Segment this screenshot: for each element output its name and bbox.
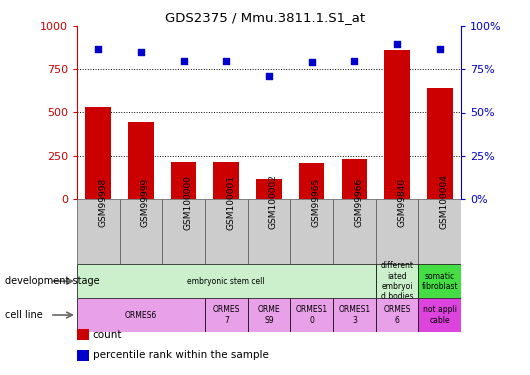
- Bar: [248, 298, 290, 332]
- Text: ORME
S9: ORME S9: [258, 305, 280, 325]
- Text: embryonic stem cell: embryonic stem cell: [188, 277, 265, 286]
- Point: [350, 58, 359, 64]
- Bar: [290, 298, 333, 332]
- Bar: [418, 264, 461, 298]
- Point: [307, 60, 316, 66]
- Text: development stage: development stage: [5, 276, 100, 286]
- Bar: [341, 159, 367, 199]
- Text: ORMES
7: ORMES 7: [213, 305, 240, 325]
- Text: GSM99999: GSM99999: [141, 177, 150, 226]
- Text: ORMES
6: ORMES 6: [383, 305, 411, 325]
- Bar: [128, 122, 154, 199]
- Bar: [384, 50, 410, 199]
- Bar: [333, 199, 376, 264]
- Bar: [77, 298, 205, 332]
- Bar: [290, 199, 333, 264]
- Text: GSM100002: GSM100002: [269, 175, 278, 230]
- Text: not appli
cable: not appli cable: [423, 305, 457, 325]
- Bar: [205, 199, 248, 264]
- Text: GSM99966: GSM99966: [355, 177, 364, 226]
- Point: [94, 46, 102, 52]
- Text: count: count: [93, 330, 122, 339]
- Bar: [205, 298, 248, 332]
- Text: GSM100001: GSM100001: [226, 174, 235, 230]
- Bar: [171, 162, 197, 199]
- Point: [436, 46, 444, 52]
- Text: ORMES1
3: ORMES1 3: [338, 305, 370, 325]
- Bar: [418, 199, 461, 264]
- Text: somatic
fibroblast: somatic fibroblast: [421, 272, 458, 291]
- Text: GDS2375 / Mmu.3811.1.S1_at: GDS2375 / Mmu.3811.1.S1_at: [165, 11, 365, 24]
- Bar: [376, 264, 418, 298]
- Bar: [256, 179, 282, 199]
- Bar: [299, 162, 324, 199]
- Text: GSM99965: GSM99965: [312, 177, 321, 226]
- Bar: [427, 88, 453, 199]
- Text: GSM99998: GSM99998: [98, 177, 107, 226]
- Text: GSM99840: GSM99840: [397, 177, 406, 226]
- Bar: [77, 199, 120, 264]
- Bar: [418, 298, 461, 332]
- Text: cell line: cell line: [5, 310, 43, 320]
- Bar: [214, 162, 239, 199]
- Text: GSM100004: GSM100004: [440, 175, 449, 230]
- Text: ORMES6: ORMES6: [125, 310, 157, 320]
- Point: [393, 40, 401, 46]
- Text: GSM100000: GSM100000: [183, 174, 192, 230]
- Bar: [248, 199, 290, 264]
- Text: percentile rank within the sample: percentile rank within the sample: [93, 350, 269, 360]
- Bar: [376, 199, 418, 264]
- Text: ORMES1
0: ORMES1 0: [296, 305, 328, 325]
- Point: [265, 73, 273, 79]
- Bar: [376, 298, 418, 332]
- Bar: [162, 199, 205, 264]
- Bar: [85, 107, 111, 199]
- Bar: [77, 264, 376, 298]
- Point: [137, 49, 145, 55]
- Point: [179, 58, 188, 64]
- Text: different
iated
embryoi
d bodies: different iated embryoi d bodies: [381, 261, 413, 302]
- Bar: [333, 298, 376, 332]
- Point: [222, 58, 231, 64]
- Bar: [120, 199, 162, 264]
